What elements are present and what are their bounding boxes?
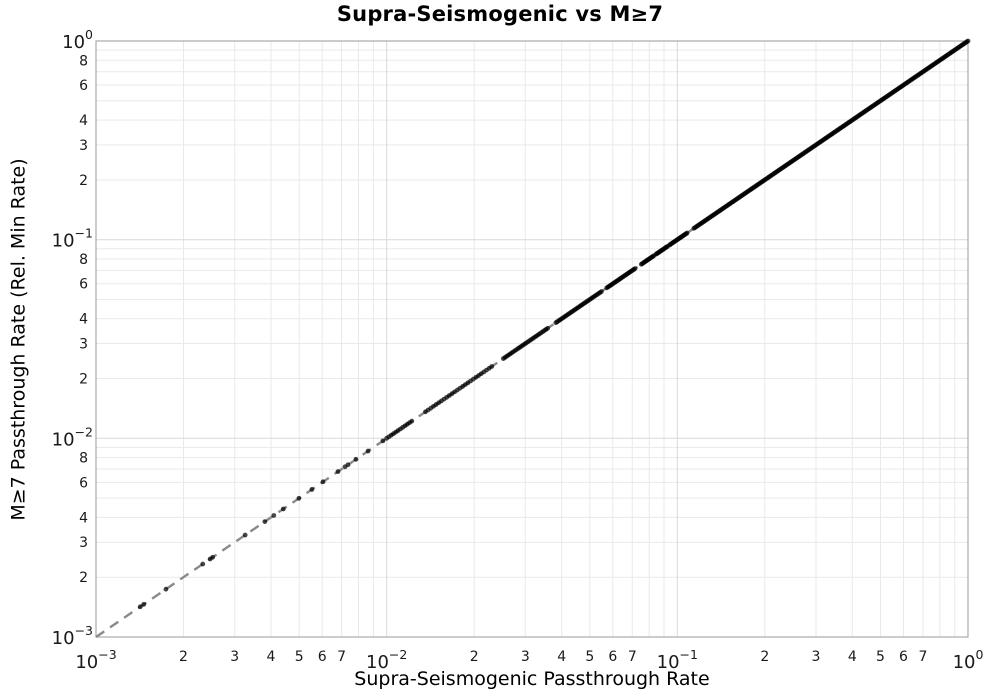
svg-text:2: 2 [79, 372, 88, 388]
svg-text:10−2: 10−2 [52, 424, 93, 450]
svg-text:6: 6 [899, 649, 908, 665]
svg-text:4: 4 [79, 113, 88, 129]
svg-text:100: 100 [953, 647, 984, 673]
svg-text:10−1: 10−1 [52, 226, 93, 252]
svg-text:3: 3 [521, 649, 530, 665]
svg-text:6: 6 [608, 649, 617, 665]
svg-text:100: 100 [62, 27, 93, 53]
svg-text:3: 3 [812, 649, 821, 665]
x-axis-label: Supra-Seismogenic Passthrough Rate [354, 668, 710, 690]
svg-text:2: 2 [760, 649, 769, 665]
svg-text:4: 4 [79, 510, 88, 526]
svg-text:4: 4 [848, 649, 857, 665]
svg-text:2: 2 [179, 649, 188, 665]
plot-spines [95, 40, 969, 638]
minor-gridlines [96, 41, 968, 637]
svg-text:6: 6 [79, 78, 88, 94]
x-major-tick-labels: 10−3 10−2 10−1 100 [75, 647, 983, 673]
y-axis-label: M≥7 Passthrough Rate (Rel. Min Rate) [7, 158, 30, 521]
svg-text:10−3: 10−3 [75, 647, 116, 673]
svg-text:3: 3 [79, 138, 88, 154]
svg-text:4: 4 [79, 312, 88, 328]
svg-text:7: 7 [628, 649, 637, 665]
svg-text:6: 6 [79, 475, 88, 491]
svg-text:10−1: 10−1 [657, 647, 698, 673]
svg-text:4: 4 [557, 649, 566, 665]
svg-text:6: 6 [318, 649, 327, 665]
svg-text:2: 2 [79, 570, 88, 586]
svg-text:6: 6 [79, 277, 88, 293]
svg-text:8: 8 [79, 252, 88, 268]
svg-text:8: 8 [79, 53, 88, 69]
svg-text:7: 7 [919, 649, 928, 665]
svg-text:2: 2 [470, 649, 479, 665]
svg-text:4: 4 [267, 649, 276, 665]
svg-text:3: 3 [79, 535, 88, 551]
y-major-tick-labels: 10−3 10−2 10−1 100 [52, 27, 93, 649]
svg-text:5: 5 [585, 649, 594, 665]
scatter-points [137, 38, 971, 610]
svg-text:3: 3 [79, 337, 88, 353]
svg-text:5: 5 [295, 649, 304, 665]
svg-text:7: 7 [337, 649, 346, 665]
svg-text:3: 3 [230, 649, 239, 665]
svg-text:10−2: 10−2 [366, 647, 407, 673]
svg-text:10−3: 10−3 [52, 623, 93, 649]
y-minor-tick-labels: 2 3 4 6 8 2 3 4 6 8 2 3 4 6 8 [79, 53, 88, 586]
svg-text:5: 5 [876, 649, 885, 665]
svg-text:2: 2 [79, 173, 88, 189]
svg-text:8: 8 [79, 451, 88, 467]
chart-title: Supra-Seismogenic vs M≥7 [336, 2, 664, 26]
